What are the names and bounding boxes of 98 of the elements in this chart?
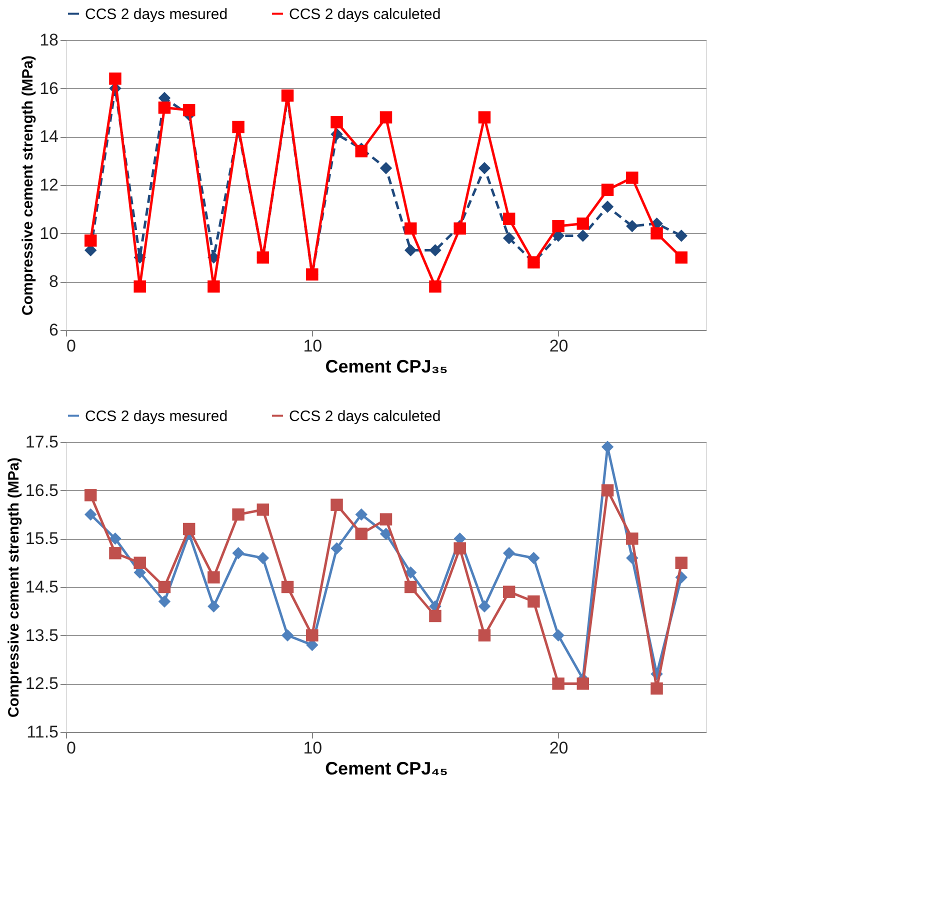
y-tick-label: 15.5 (25, 529, 58, 548)
point (256, 552, 270, 564)
point (429, 280, 442, 293)
point (380, 162, 392, 174)
point (84, 508, 97, 521)
point (650, 682, 663, 695)
point (601, 184, 614, 196)
y-tick-label: 17.5 (25, 432, 58, 452)
x-axis-title: Cement CPJ₄₅ (325, 758, 448, 778)
point (182, 522, 196, 536)
point (158, 102, 171, 114)
point (134, 556, 146, 569)
y-tick-label: 14 (40, 127, 58, 146)
x-axis-title: Cement CPJ₃₅ (325, 356, 448, 376)
legend-label: CCS 2 days calculeted (289, 6, 441, 23)
point (478, 111, 491, 124)
point (256, 504, 270, 516)
point (478, 629, 491, 642)
point (208, 600, 220, 612)
point (478, 600, 491, 612)
point (355, 145, 368, 158)
point (109, 532, 122, 545)
point (502, 586, 516, 598)
point (281, 580, 294, 594)
y-tick-label: 16.5 (25, 480, 58, 500)
point (158, 580, 171, 594)
point (208, 571, 220, 584)
point (576, 678, 590, 690)
x-tick-label: 10 (303, 738, 322, 758)
y-axis-title: Compressive cement strength (MPa) (5, 457, 22, 718)
point (429, 244, 442, 256)
y-tick-label: 12 (40, 176, 58, 194)
point (109, 72, 122, 85)
point (134, 280, 146, 293)
point (232, 120, 244, 134)
point (404, 244, 417, 256)
point (429, 610, 442, 622)
y-axis-title: Compressive cement strength (MPa) (20, 55, 37, 316)
point (626, 220, 638, 232)
y-tick-label: 16 (40, 78, 58, 98)
point (552, 629, 564, 642)
point (355, 528, 368, 540)
point (232, 508, 244, 521)
point (330, 498, 343, 511)
y-tick-label: 12.5 (25, 674, 58, 694)
point (502, 212, 516, 225)
point (528, 552, 540, 564)
point (626, 532, 638, 545)
point (109, 547, 122, 560)
point (576, 230, 590, 242)
x-tick-label: 20 (549, 738, 568, 758)
point (380, 513, 392, 526)
y-tick-label: 14.5 (25, 578, 58, 596)
point (650, 227, 663, 240)
point (404, 222, 417, 235)
point (330, 116, 343, 128)
legend-label: CCS 2 days mesured (85, 6, 228, 23)
y-tick-label: 10 (40, 224, 58, 243)
point (626, 172, 638, 184)
point (84, 234, 97, 247)
point (281, 89, 294, 102)
point (502, 547, 516, 560)
y-tick-label: 8 (49, 272, 58, 292)
point (528, 595, 540, 608)
point (380, 111, 392, 124)
point (675, 556, 688, 569)
x-tick-label: 10 (303, 336, 322, 356)
point (576, 218, 590, 230)
point (601, 200, 614, 213)
legend-label: CCS 2 days calculeted (289, 408, 441, 425)
point (478, 162, 491, 174)
y-tick-label: 13.5 (25, 626, 58, 645)
point (306, 629, 318, 642)
x-tick-label: 0 (66, 738, 76, 758)
point (84, 489, 97, 502)
point (158, 595, 171, 608)
point (601, 484, 614, 496)
point (502, 232, 516, 244)
y-tick-label: 18 (40, 30, 58, 50)
legend-label: CCS 2 days mesured (85, 408, 228, 425)
point (404, 580, 417, 594)
x-tick-label: 20 (549, 336, 568, 356)
point (330, 542, 343, 554)
point (552, 678, 564, 690)
y-tick-label: 11.5 (26, 722, 58, 742)
point (182, 104, 196, 116)
point (601, 440, 614, 453)
point (208, 280, 220, 293)
point (232, 547, 244, 560)
y-tick-label: 6 (49, 320, 58, 340)
point (552, 220, 564, 232)
point (675, 251, 688, 264)
x-tick-label: 0 (66, 336, 76, 356)
point (675, 230, 688, 242)
point (454, 542, 466, 554)
point (355, 508, 368, 521)
point (281, 629, 294, 642)
point (454, 222, 466, 235)
